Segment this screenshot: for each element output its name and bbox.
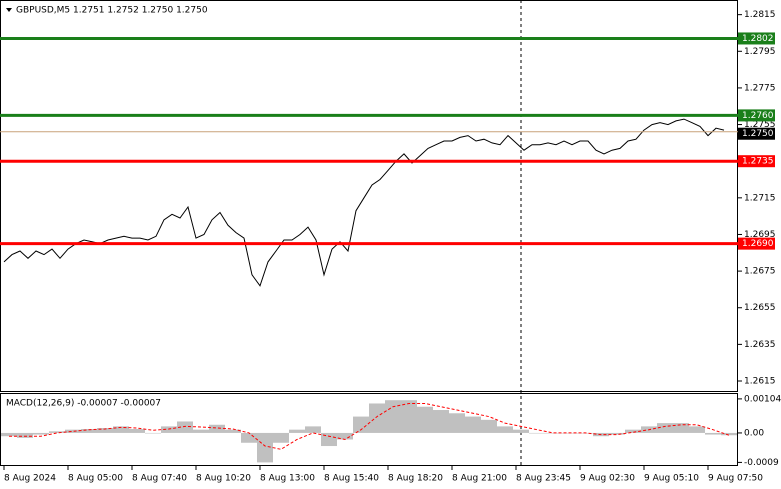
macd-bar	[433, 410, 449, 433]
macd-bar	[369, 403, 385, 433]
y-tick-label: 1.2775	[744, 83, 776, 93]
macd-bar	[545, 432, 561, 434]
y-tick-label: -0.0009	[744, 458, 779, 468]
macd-bar	[289, 429, 305, 433]
x-tick-label: 8 Aug 07:40	[132, 474, 187, 484]
macd-bar	[17, 432, 33, 438]
x-tick-label: 8 Aug 18:20	[388, 474, 443, 484]
y-tick-label: 1.2615	[744, 377, 776, 387]
macd-bar	[241, 432, 257, 443]
y-tick-label: 1.2635	[744, 340, 776, 350]
macd-bar	[33, 432, 49, 435]
pane-title: MACD(12,26,9) -0.00007 -0.00007	[6, 399, 161, 409]
bid-label-box	[738, 127, 775, 140]
macd-bar	[65, 429, 81, 433]
x-tick-label: 8 Aug 15:40	[324, 474, 379, 484]
bid-label: 1.2750	[742, 129, 774, 139]
macd-bar	[161, 426, 177, 433]
macd-bar	[497, 426, 513, 433]
level-label-box	[738, 32, 775, 45]
pane-title: GBPUSD,M5 1.2751 1.2752 1.2750 1.2750	[16, 6, 208, 16]
macd-bar	[177, 421, 193, 433]
macd-bar	[385, 400, 401, 433]
x-tick-label: 8 Aug 13:00	[260, 474, 315, 484]
macd-bar	[721, 432, 737, 436]
macd-bar	[225, 429, 241, 433]
y-tick-label: 1.2795	[744, 47, 776, 57]
y-tick-label: 1.2815	[744, 10, 776, 20]
macd-bar	[49, 431, 65, 433]
macd-bar	[689, 426, 705, 433]
x-tick-label: 8 Aug 05:00	[68, 474, 123, 484]
macd-bar	[481, 419, 497, 433]
x-tick-label: 8 Aug 21:00	[452, 474, 507, 484]
level-label: 1.2690	[742, 239, 774, 249]
macd-bar	[353, 416, 369, 433]
y-tick-label: 1.2715	[744, 193, 776, 203]
macd-bar	[321, 432, 337, 447]
y-tick-label: 0.00	[744, 428, 764, 438]
macd-bar	[465, 416, 481, 433]
level-label: 1.2802	[742, 34, 774, 44]
macd-bar	[337, 432, 353, 440]
macd-bar	[129, 429, 145, 433]
x-tick-label: 9 Aug 02:30	[580, 474, 635, 484]
signal-line	[9, 403, 730, 450]
y-tick-label: 1.2755	[744, 120, 776, 130]
macd-bar	[305, 426, 321, 433]
macd-bar	[401, 400, 417, 433]
macd-bar	[81, 429, 97, 433]
macd-bar	[145, 432, 161, 434]
x-tick-label: 9 Aug 07:50	[708, 474, 763, 484]
level-label: 1.2760	[742, 111, 774, 121]
macd-bar	[657, 423, 673, 433]
level-label-box	[738, 155, 775, 168]
level-label: 1.2735	[742, 157, 774, 167]
macd-bar	[625, 429, 641, 433]
macd-bar	[193, 429, 209, 433]
macd-bar	[113, 426, 129, 433]
macd-bar	[513, 429, 529, 433]
macd-bar	[1, 432, 17, 437]
macd-bar	[609, 432, 625, 435]
macd-bar	[449, 413, 465, 433]
price-line	[3, 118, 725, 287]
x-tick-label: 9 Aug 05:10	[644, 474, 699, 484]
level-label-box	[738, 237, 775, 250]
y-tick-label: 1.2675	[744, 267, 776, 277]
macd-bar	[97, 428, 113, 433]
macd-bar	[209, 424, 225, 433]
macd-bar	[417, 406, 433, 433]
menu-icon	[6, 8, 12, 12]
macd-frame	[0, 393, 738, 466]
price-frame	[0, 0, 738, 392]
macd-bar	[705, 432, 721, 435]
y-tick-label: 1.2695	[744, 230, 776, 240]
y-tick-label: 0.00104	[744, 394, 781, 404]
level-label-box	[738, 109, 775, 122]
macd-bar	[273, 432, 289, 443]
x-tick-label: 8 Aug 10:20	[196, 474, 251, 484]
y-tick-label: 1.2655	[744, 303, 776, 313]
macd-bar	[257, 432, 273, 463]
x-tick-label: 8 Aug 2024	[4, 474, 56, 484]
macd-bar	[673, 423, 689, 433]
x-tick-label: 8 Aug 23:45	[516, 474, 571, 484]
macd-bar	[529, 432, 545, 434]
